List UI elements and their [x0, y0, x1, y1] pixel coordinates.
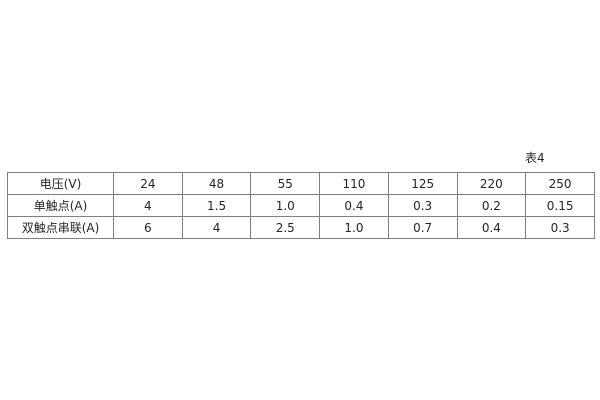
row-header-single-contact: 单触点(A) — [7, 194, 114, 217]
table-cell-series-contacts-3: 2.5 — [250, 216, 321, 239]
table-cell-series-contacts-1: 6 — [113, 216, 183, 239]
table-row-single-contact: 单触点(A) 4 1.5 1.0 0.4 0.3 0.2 0.15 — [7, 194, 595, 217]
table-cell-voltage-1: 24 — [113, 172, 183, 195]
table-cell-voltage-4: 110 — [319, 172, 389, 195]
table-cell-single-contact-1: 4 — [113, 194, 183, 217]
row-header-series-contacts: 双触点串联(A) — [7, 216, 114, 239]
table-cell-series-contacts-2: 4 — [181, 216, 252, 239]
table-caption: 表4 — [525, 151, 545, 165]
table-cell-voltage-7: 250 — [525, 172, 595, 195]
rating-table: 电压(V) 24 48 55 110 125 220 250 单触点(A) 4 … — [7, 172, 595, 239]
table-row-series-contacts: 双触点串联(A) 6 4 2.5 1.0 0.7 0.4 0.3 — [7, 216, 595, 239]
table-cell-single-contact-7: 0.15 — [525, 194, 595, 217]
row-header-voltage: 电压(V) — [7, 172, 114, 195]
table-cell-series-contacts-7: 0.3 — [525, 216, 595, 239]
table-cell-voltage-6: 220 — [456, 172, 527, 195]
table-cell-voltage-5: 125 — [387, 172, 458, 195]
table-row-voltage: 电压(V) 24 48 55 110 125 220 250 — [7, 172, 595, 195]
table-cell-voltage-3: 55 — [250, 172, 321, 195]
table-cell-voltage-2: 48 — [181, 172, 252, 195]
table-cell-series-contacts-4: 1.0 — [319, 216, 389, 239]
table-cell-single-contact-3: 1.0 — [250, 194, 321, 217]
table-cell-single-contact-6: 0.2 — [456, 194, 527, 217]
table-cell-single-contact-2: 1.5 — [181, 194, 252, 217]
table-cell-series-contacts-5: 0.7 — [387, 216, 458, 239]
table-cell-series-contacts-6: 0.4 — [456, 216, 527, 239]
table-cell-single-contact-4: 0.4 — [319, 194, 389, 217]
table-cell-single-contact-5: 0.3 — [387, 194, 458, 217]
